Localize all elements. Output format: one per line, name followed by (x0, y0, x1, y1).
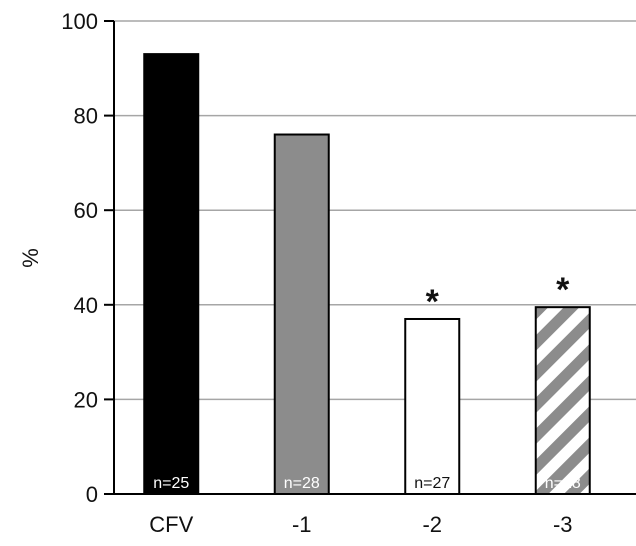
y-tick-label: 20 (74, 387, 98, 412)
y-tick-label: 0 (86, 482, 98, 507)
bar-3 (404, 317, 461, 495)
bar-4 (534, 306, 591, 496)
y-axis-ticks: 0 20 40 60 80 100 (61, 9, 114, 507)
sample-size-label: n=28 (545, 475, 581, 492)
sample-size-labels: n=25 n=28 n=27 n=28 (153, 475, 581, 492)
significance-star: * (426, 283, 440, 321)
significance-marks: * * (426, 271, 571, 321)
y-tick-label: 40 (74, 293, 98, 318)
x-category-label: -1 (292, 512, 312, 537)
bars (143, 53, 591, 496)
bar-2 (273, 133, 330, 496)
y-axis-label: % (18, 248, 43, 268)
sample-size-label: n=27 (414, 475, 450, 492)
sample-size-label: n=28 (284, 475, 320, 492)
x-category-label: -2 (422, 512, 442, 537)
y-tick-label: 60 (74, 198, 98, 223)
bar-1 (143, 53, 200, 496)
y-tick-label: 100 (61, 9, 98, 34)
significance-star: * (556, 271, 570, 309)
x-axis-labels: CFV -1 -2 -3 (149, 512, 572, 537)
x-category-label: -3 (553, 512, 573, 537)
y-tick-label: 80 (74, 104, 98, 129)
sample-size-label: n=25 (153, 475, 189, 492)
x-category-label: CFV (149, 512, 193, 537)
